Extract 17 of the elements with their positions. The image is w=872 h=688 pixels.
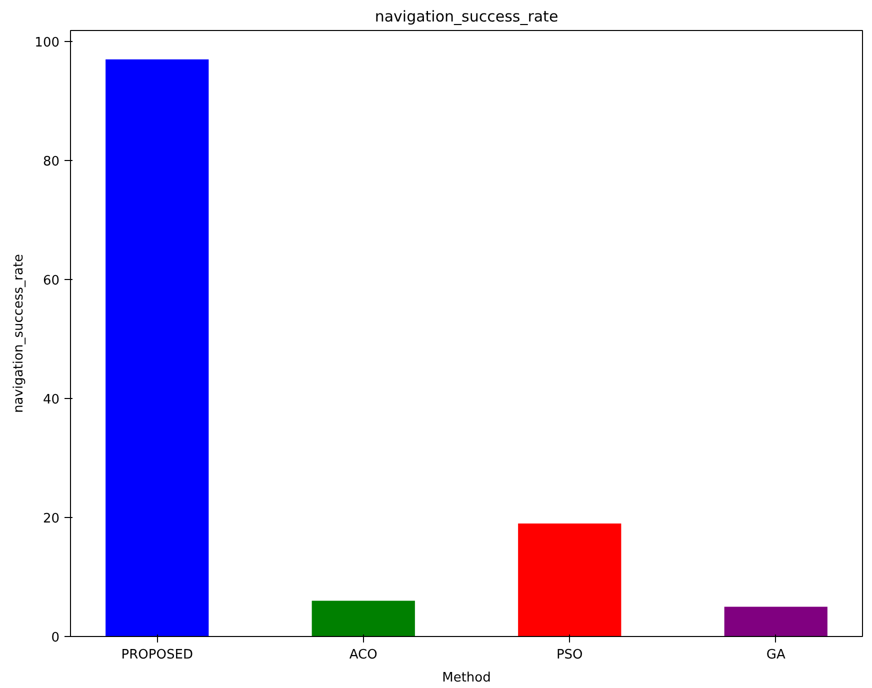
x-tick-label: GA — [766, 648, 786, 662]
bar — [518, 523, 622, 636]
y-tick-label: 0 — [51, 630, 60, 646]
x-axis-title: Method — [442, 670, 491, 686]
x-tick-label: PSO — [556, 648, 583, 662]
bar — [106, 59, 209, 636]
bar — [312, 600, 415, 636]
y-axis-title: navigation_success_rate — [12, 254, 27, 413]
chart-title: navigation_success_rate — [374, 8, 558, 26]
y-tick-label: 20 — [42, 512, 60, 526]
x-tick-label: ACO — [349, 648, 378, 662]
y-tick-label: 80 — [42, 154, 60, 170]
y-tick-label: 60 — [42, 274, 60, 289]
y-tick-label: 100 — [34, 36, 60, 51]
x-tick-label: PROPOSED — [121, 648, 193, 662]
bar — [724, 606, 828, 636]
y-tick-label: 40 — [42, 392, 60, 408]
